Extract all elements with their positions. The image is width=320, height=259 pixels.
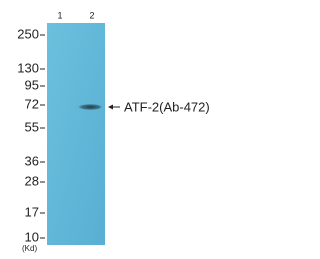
marker-label: 130	[17, 60, 39, 75]
membrane	[47, 23, 105, 245]
band-label: ATF-2(Ab-472)	[124, 99, 210, 114]
marker-label: 17	[25, 204, 39, 219]
marker-label: 250	[17, 26, 39, 41]
unit-label: (Kd)	[22, 244, 37, 253]
marker-label: 95	[25, 77, 39, 92]
band	[76, 104, 102, 110]
marker-label: 55	[25, 119, 39, 134]
arrow-head	[108, 105, 113, 110]
lane-label: 2	[89, 10, 94, 20]
lane-label: 1	[57, 10, 62, 20]
marker-label: 28	[25, 173, 39, 188]
western-blot: ATF-2(Ab-472) (Kd) 1 2 250 130 95 72 55 36 28 17 1…	[0, 0, 246, 259]
marker-label: 72	[25, 96, 39, 111]
marker-label: 10	[25, 229, 39, 244]
marker-label: 36	[25, 153, 39, 168]
